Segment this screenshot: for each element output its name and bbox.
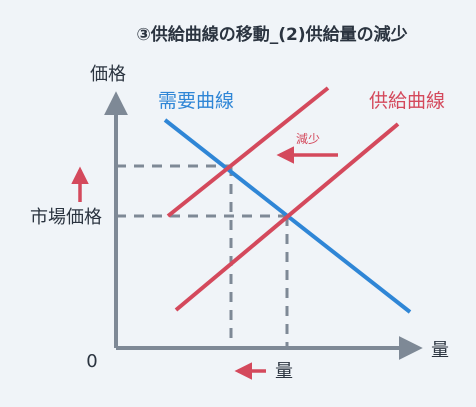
supply-curve-original bbox=[174, 122, 400, 312]
origin-label: 0 bbox=[86, 351, 97, 372]
diagram-title: ③供給曲線の移動_(2)供給量の減少 bbox=[136, 24, 407, 45]
decrease-label: 減少 bbox=[296, 131, 320, 146]
supply-curve-label: 供給曲線 bbox=[369, 90, 445, 112]
y-axis-label: 価格 bbox=[90, 64, 126, 85]
supply-curve-shifted bbox=[166, 86, 330, 218]
demand-curve-label: 需要曲線 bbox=[158, 90, 234, 112]
market-price-label: 市場価格 bbox=[30, 207, 102, 228]
x-axis-label: 量 bbox=[431, 340, 449, 361]
quantity-label: 量 bbox=[275, 361, 293, 382]
